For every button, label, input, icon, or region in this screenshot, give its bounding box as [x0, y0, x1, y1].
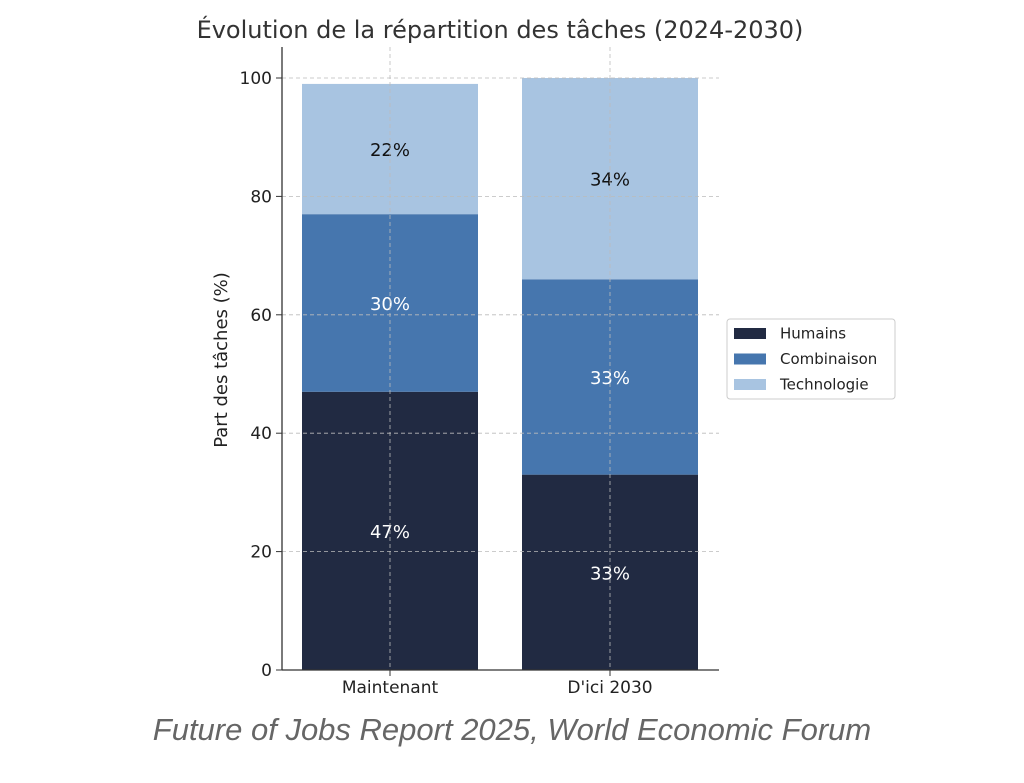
x-tick-label: Maintenant: [342, 678, 439, 698]
legend-swatch-humains: [734, 328, 766, 339]
source-caption: Future of Jobs Report 2025, World Econom…: [152, 712, 872, 747]
legend-swatch-technologie: [734, 379, 766, 390]
legend-label: Humains: [780, 325, 846, 343]
legend-label: Technologie: [779, 376, 869, 394]
legend-box: [726, 318, 896, 400]
y-axis-label: Part des tâches (%): [211, 272, 232, 448]
legend-swatch-combinaison: [734, 353, 766, 365]
y-tick-label: 80: [250, 187, 272, 207]
y-tick-label: 40: [250, 424, 272, 444]
y-tick-label: 20: [250, 543, 272, 563]
data-label: 30%: [370, 294, 410, 315]
data-label: 22%: [370, 140, 410, 161]
legend-label: Combinaison: [780, 350, 877, 368]
y-tick-label: 100: [240, 69, 272, 89]
y-tick-label: 60: [250, 306, 272, 326]
chart-title: Évolution de la répartition des tâches (…: [197, 15, 804, 44]
y-tick-label: 0: [261, 661, 272, 681]
stacked-bar-chart: Évolution de la répartition des tâches (…: [197, 15, 896, 698]
x-tick-label: D'ici 2030: [567, 678, 652, 698]
